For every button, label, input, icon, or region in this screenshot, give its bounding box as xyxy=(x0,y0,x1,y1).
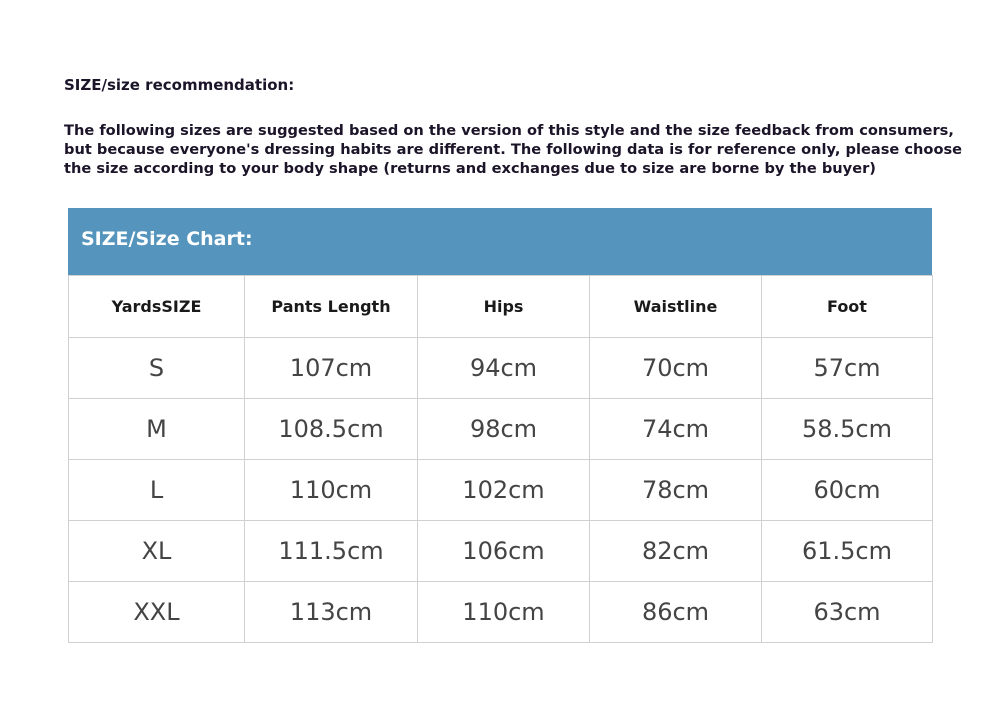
measurement-cell: 110cm xyxy=(417,581,590,643)
table-row: S 107cm 94cm 70cm 57cm xyxy=(68,337,933,399)
size-chart-title: SIZE/Size Chart: xyxy=(81,228,253,250)
size-chart-header: SIZE/Size Chart: xyxy=(68,208,932,275)
measurement-cell: 70cm xyxy=(589,337,762,399)
measurement-cell: 61.5cm xyxy=(761,520,933,582)
column-header: Foot xyxy=(761,275,933,338)
measurement-cell: 110cm xyxy=(244,459,418,521)
intro-title: SIZE/size recommendation: xyxy=(64,76,295,94)
table-row: M 108.5cm 98cm 74cm 58.5cm xyxy=(68,398,933,460)
table-header-row: YardsSIZE Pants Length Hips Waistline Foot xyxy=(68,275,933,338)
measurement-cell: 111.5cm xyxy=(244,520,418,582)
measurement-cell: 60cm xyxy=(761,459,933,521)
measurement-cell: 58.5cm xyxy=(761,398,933,460)
measurement-cell: 106cm xyxy=(417,520,590,582)
measurement-cell: 113cm xyxy=(244,581,418,643)
column-header: Pants Length xyxy=(244,275,418,338)
size-table: YardsSIZE Pants Length Hips Waistline Foot S… xyxy=(68,275,933,643)
measurement-cell: 102cm xyxy=(417,459,590,521)
measurement-cell: 94cm xyxy=(417,337,590,399)
size-cell: S xyxy=(68,337,245,399)
measurement-cell: 78cm xyxy=(589,459,762,521)
table-row: L 110cm 102cm 78cm 60cm xyxy=(68,459,933,521)
intro-text: The following sizes are suggested based … xyxy=(64,122,963,177)
size-cell: M xyxy=(68,398,245,460)
size-cell: XL xyxy=(68,520,245,582)
measurement-cell: 86cm xyxy=(589,581,762,643)
size-cell: XXL xyxy=(68,581,245,643)
measurement-cell: 63cm xyxy=(761,581,933,643)
table-row: XL 111.5cm 106cm 82cm 61.5cm xyxy=(68,520,933,582)
table-row: XXL 113cm 110cm 86cm 63cm xyxy=(68,581,933,643)
column-header: Waistline xyxy=(589,275,762,338)
measurement-cell: 107cm xyxy=(244,337,418,399)
measurement-cell: 98cm xyxy=(417,398,590,460)
measurement-cell: 57cm xyxy=(761,337,933,399)
column-header: Hips xyxy=(417,275,590,338)
measurement-cell: 82cm xyxy=(589,520,762,582)
measurement-cell: 74cm xyxy=(589,398,762,460)
column-header: YardsSIZE xyxy=(68,275,245,338)
size-cell: L xyxy=(68,459,245,521)
measurement-cell: 108.5cm xyxy=(244,398,418,460)
